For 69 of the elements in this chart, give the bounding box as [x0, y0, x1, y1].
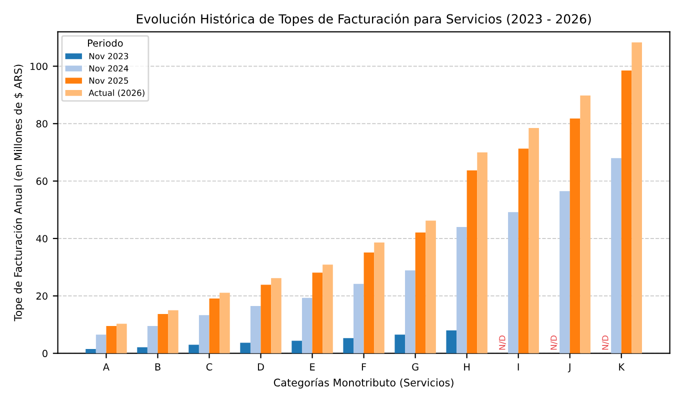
x-tick-label: A [102, 363, 110, 370]
x-tick-label: H [464, 363, 470, 370]
bar [446, 330, 457, 354]
bar [137, 347, 148, 354]
bar [353, 284, 364, 354]
bar [312, 272, 323, 354]
bar [220, 292, 230, 354]
bar [611, 158, 622, 354]
bar [508, 212, 518, 354]
bar [426, 220, 436, 354]
y-tick-label: 0 [42, 350, 48, 358]
bar [477, 152, 488, 354]
bar [250, 306, 261, 354]
bar [86, 349, 96, 354]
y-tick-label: 100 [30, 62, 48, 70]
y-tick-label: 20 [36, 292, 48, 300]
bar [292, 340, 302, 354]
x-tick-label: B [155, 363, 160, 370]
x-tick-label: D [258, 363, 264, 370]
bar [158, 314, 168, 354]
chart-title: Evolución Histórica de Topes de Facturación para Servicios (2023 - 2026) [136, 13, 591, 26]
legend-label: Nov 2023 [89, 52, 128, 60]
bar [322, 264, 333, 354]
bar [415, 232, 426, 354]
x-tick-label: C [206, 363, 212, 371]
y-tick-label: 40 [36, 234, 48, 242]
bar [271, 278, 282, 354]
x-tick-label: K [619, 363, 625, 370]
bar [466, 170, 478, 354]
x-tick-label: F [362, 363, 366, 370]
bar [260, 284, 272, 354]
y-axis-title: Tope de Facturación Anual (en Millones de $ ARS) [13, 64, 24, 322]
x-tick-label: J [568, 363, 570, 372]
bar [518, 148, 529, 354]
annotation: N/D [499, 335, 506, 350]
legend-label: Actual (2026) [88, 90, 144, 97]
legend-label: Nov 2025 [89, 77, 128, 84]
bar [570, 118, 580, 354]
legend-label: Nov 2024 [89, 65, 128, 72]
bar [394, 334, 406, 354]
annotation: N/D [602, 335, 609, 350]
bar [405, 270, 416, 354]
bar [560, 191, 570, 354]
bar [96, 334, 106, 354]
bar [364, 252, 374, 354]
legend-title: Periodo [88, 39, 123, 47]
bar [302, 298, 312, 354]
bar [580, 96, 590, 354]
x-tick-label: G [412, 363, 418, 371]
bar [198, 315, 210, 354]
bar [240, 342, 250, 354]
bar [209, 298, 220, 354]
x-axis-title: Categorías Monotributo (Servicios) [274, 378, 454, 389]
x-tick-label: I [518, 363, 519, 370]
bar [106, 326, 117, 354]
bar [374, 242, 384, 354]
annotation: N/D [550, 335, 558, 350]
bar [147, 326, 158, 354]
bar [343, 338, 354, 354]
bar [456, 227, 467, 354]
y-tick-label: 60 [36, 178, 48, 185]
bar [188, 344, 199, 354]
bar [621, 70, 632, 354]
bar [116, 324, 127, 354]
y-tick-label: 80 [36, 120, 48, 128]
bar [168, 310, 178, 354]
bar [632, 42, 642, 354]
bar [528, 128, 539, 354]
x-tick-label: E [310, 363, 315, 370]
